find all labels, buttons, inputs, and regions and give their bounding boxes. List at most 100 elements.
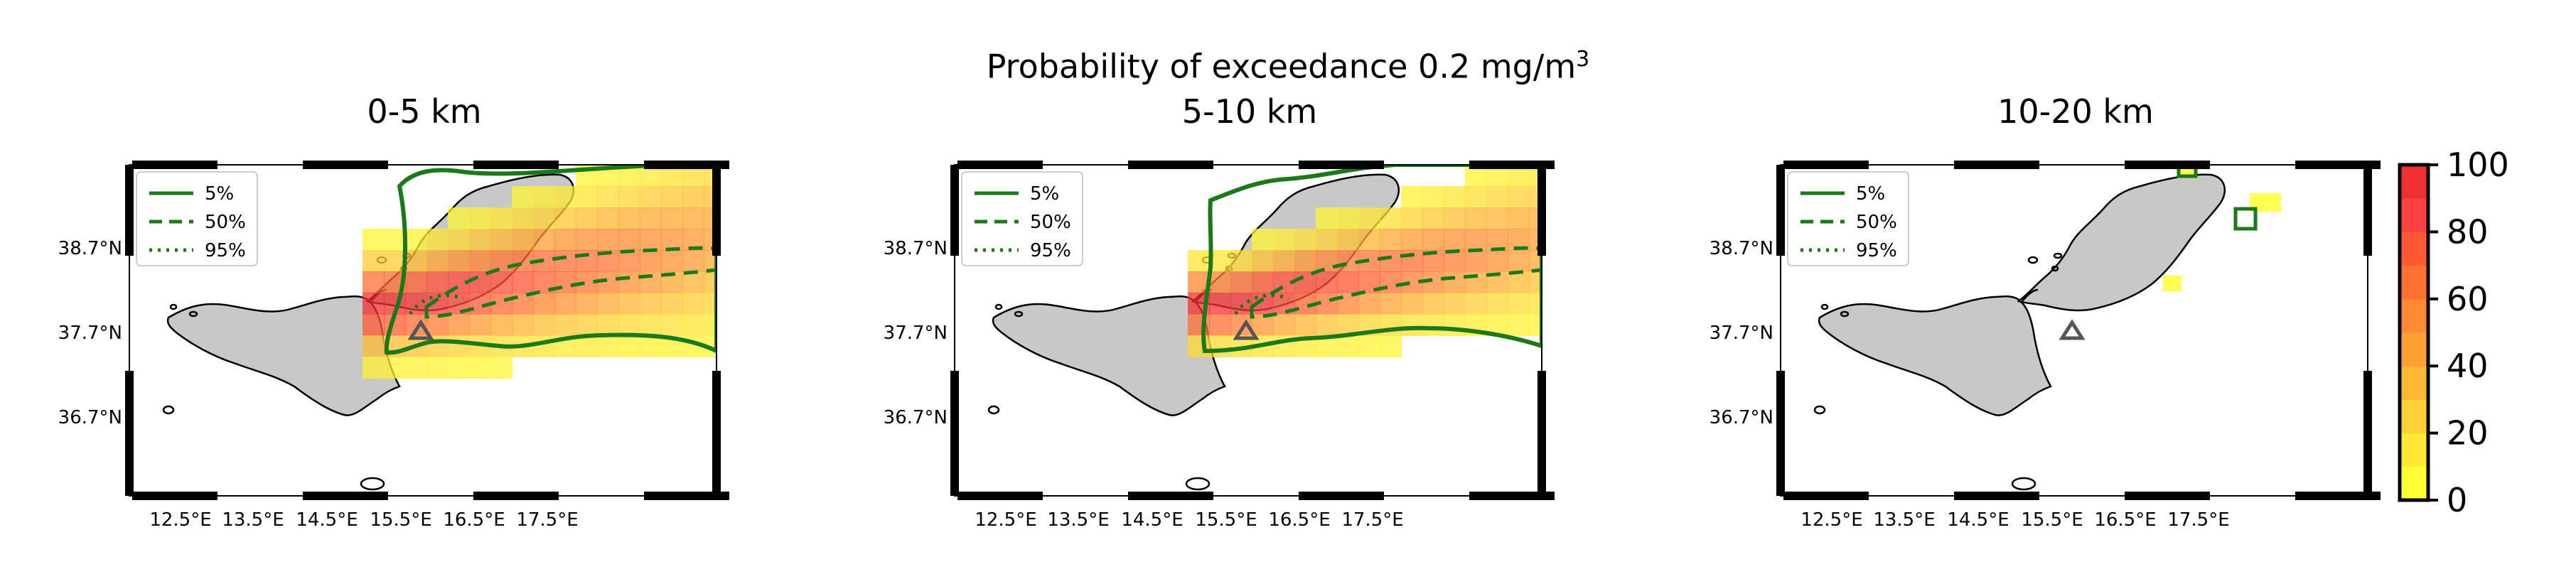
small-island (2011, 477, 2036, 491)
colorbar-tick-label: 40 (2447, 347, 2489, 385)
colorbar-frame (2398, 163, 2430, 502)
probability-cell (576, 335, 598, 357)
small-island (994, 303, 1003, 310)
map-border (1780, 164, 2368, 497)
probability-cell (1188, 335, 1210, 357)
colorbar-band (2400, 198, 2428, 232)
colorbar-band (2400, 298, 2428, 333)
probability-cell (1358, 293, 1380, 315)
probability-cell (1209, 314, 1231, 336)
lon-tick-label: 12.5°E (1800, 509, 1862, 531)
frame-segment-top (1299, 161, 1384, 169)
lon-tick-label: 15.5°E (370, 509, 431, 531)
lon-tick-label: 16.5°E (443, 509, 505, 531)
probability-cell (1316, 314, 1338, 336)
probability-cell (1380, 250, 1402, 272)
legend-box (961, 171, 1083, 266)
probability-cell (2163, 276, 2181, 291)
map-panel-2: 5% 50% 95% (950, 161, 1555, 500)
frame-segment-bottom (1299, 492, 1384, 500)
probability-cell (576, 314, 598, 336)
lon-tick-label: 17.5°E (516, 509, 578, 531)
small-island (162, 405, 175, 415)
probability-cell (448, 250, 470, 272)
frame-segment-top (2295, 161, 2381, 169)
probability-cell (405, 271, 427, 293)
colorbar-tick-label: 0 (2447, 481, 2467, 519)
lon-tick-label: 13.5°E (222, 509, 284, 531)
legend: 5% 50% 95% (136, 171, 258, 266)
legend-label: 5% (1856, 183, 1885, 205)
probability-cell (1444, 293, 1466, 315)
probability-cell (1508, 207, 1530, 229)
small-island (1820, 303, 1829, 310)
probability-cell (1380, 207, 1402, 229)
probability-cell (1358, 207, 1380, 229)
small-island (1014, 310, 1024, 318)
probability-cell (1529, 314, 1542, 336)
probability-cell (1486, 186, 1508, 208)
lat-tick-label: 38.7°N (884, 238, 948, 259)
legend-label: 95% (1030, 240, 1071, 261)
probability-cell (363, 314, 385, 336)
frame-segment-bottom (1783, 492, 1869, 500)
probability-cell (426, 250, 449, 272)
probability-cell (363, 229, 385, 251)
frame-segment-right (2363, 371, 2372, 496)
probability-cell (1252, 250, 1274, 272)
map-layers (1813, 165, 2281, 491)
probability-cell (1444, 229, 1466, 251)
probability-cell (682, 314, 704, 336)
frame-segment-right (712, 165, 721, 256)
probability-cell (1337, 271, 1359, 293)
probability-cell (618, 271, 640, 293)
probability-cell (448, 229, 470, 251)
probability-cell (533, 229, 555, 251)
probability-cell (1444, 271, 1466, 293)
probability-cell (448, 314, 470, 336)
lon-tick-label: 12.5°E (975, 509, 1036, 531)
frame-segment-top (1954, 161, 2039, 169)
probability-cell (661, 293, 683, 315)
contour-5-percent (2177, 165, 2198, 178)
contour-50-percent (424, 246, 717, 319)
probability-cell (1252, 271, 1274, 293)
probability-cell (384, 229, 406, 251)
probability-cell (512, 207, 534, 229)
probability-cell (682, 186, 704, 208)
small-island (1185, 477, 1211, 491)
lon-tick-label: 14.5°E (296, 509, 358, 531)
probability-cell (1294, 314, 1316, 336)
probability-cell (1337, 229, 1359, 251)
probability-cell (1230, 250, 1252, 272)
frame-segment-top (132, 161, 218, 169)
lon-tick-label: 17.5°E (1341, 509, 1403, 531)
probability-cell (1316, 207, 1338, 229)
probability-cell (405, 357, 427, 379)
panel-1-title: 0-5 km (367, 92, 482, 131)
colorbar-band (2400, 232, 2428, 266)
contour-50-percent (1250, 246, 1542, 319)
contour-5-percent (384, 165, 717, 355)
probability-cell (554, 250, 576, 272)
frame-segment-top (957, 161, 1043, 169)
probability-cell (1337, 335, 1359, 357)
probability-cell (533, 186, 555, 208)
probability-cell (1422, 314, 1444, 336)
probability-cell (512, 314, 534, 336)
lat-tick-label: 37.7°N (1710, 323, 1773, 344)
probability-cell (640, 207, 662, 229)
probability-cell (1316, 250, 1338, 272)
probability-cell (1529, 271, 1542, 293)
map-panel-1: 5% 50% 95% (125, 161, 729, 500)
colorbar-tick-label: 100 (2447, 146, 2509, 184)
legend-label: 95% (1856, 240, 1897, 261)
probability-cell (1230, 271, 1252, 293)
probability-cell (1188, 314, 1210, 336)
probability-cell (618, 229, 640, 251)
probability-cell (363, 293, 385, 315)
frame-segment-top (473, 161, 559, 169)
frame-segment-top (303, 161, 388, 169)
probability-cell (426, 271, 449, 293)
probability-cell (426, 229, 449, 251)
